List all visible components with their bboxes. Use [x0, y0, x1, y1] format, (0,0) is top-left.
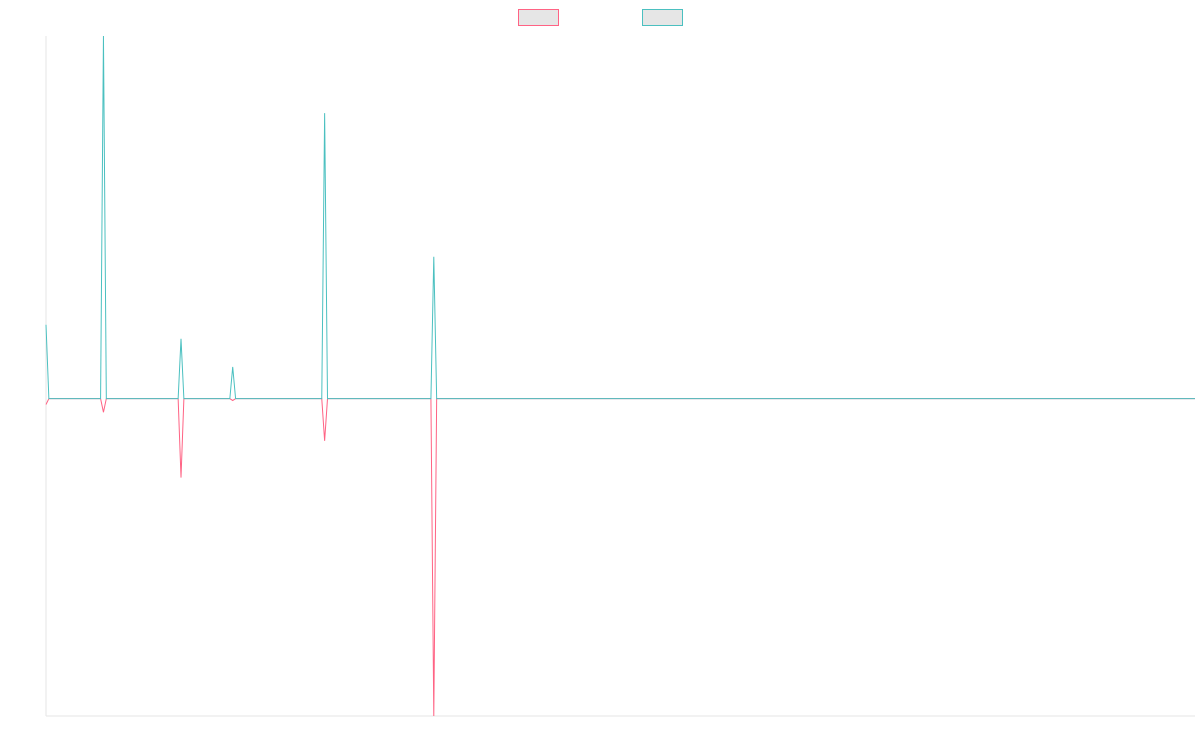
- legend-swatch: [642, 9, 683, 26]
- legend-swatch: [518, 9, 559, 26]
- series-line: [45, 35, 1195, 400]
- series-line: [45, 398, 1195, 717]
